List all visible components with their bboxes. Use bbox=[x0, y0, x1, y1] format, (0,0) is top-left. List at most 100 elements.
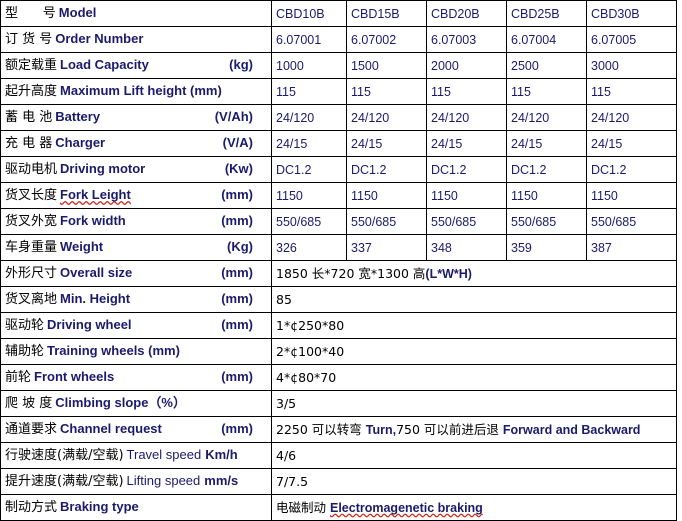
spec-label-unit: (V/Ah) bbox=[214, 109, 253, 124]
spec-value-text: 24/15 bbox=[591, 136, 623, 151]
spec-value-text: 24/15 bbox=[351, 136, 383, 151]
spec-value-text: 326 bbox=[276, 240, 297, 255]
spec-label-cell: 前轮 Front wheels (mm) bbox=[0, 364, 272, 391]
spec-label-en: Driving wheel bbox=[47, 317, 132, 332]
spec-label-cell: 额定载重 Load Capacity (kg) bbox=[0, 52, 272, 79]
table-row: 驱动电机 Driving motor (Kw) DC1.2 DC1.2 DC1.2 DC1.… bbox=[0, 156, 677, 183]
table-row: 前轮 Front wheels (mm) 4*¢80*70 bbox=[0, 364, 677, 391]
table-row: 充 电 器 Charger (V/A) 24/15 24/15 24/15 24/15 24/… bbox=[0, 130, 677, 157]
spec-value-cell: CBD10B bbox=[271, 0, 347, 27]
spec-value-text: 550/685 bbox=[276, 214, 322, 229]
spec-label-en: Front wheels bbox=[34, 369, 115, 384]
spec-value-text: Turn, bbox=[365, 422, 397, 437]
spec-value-cell: CBD20B bbox=[426, 0, 507, 27]
spec-label-cn: 订 货 号 bbox=[5, 32, 53, 47]
spec-value-text: 电磁制动 bbox=[276, 499, 330, 515]
spec-label-en: Overall size bbox=[60, 265, 133, 280]
spec-label-cell: 充 电 器 Charger (V/A) bbox=[0, 130, 272, 157]
spec-value-cell: 115 bbox=[346, 78, 427, 105]
spec-value-text: 115 bbox=[591, 84, 611, 99]
spec-label-en: Weight bbox=[60, 239, 104, 254]
spec-label-en: Battery bbox=[55, 109, 101, 124]
spec-label-cn: 货叉离地 bbox=[5, 292, 58, 307]
spec-value-text: 550/685 bbox=[431, 214, 477, 229]
spec-value-text: 24/120 bbox=[431, 110, 470, 125]
spec-label-cn: 行驶速度(满载/空载) bbox=[5, 448, 124, 463]
spec-label-en: Charger bbox=[55, 135, 106, 150]
table-row: 型 号 Model CBD10B CBD15B CBD20B CBD25B CBD30B bbox=[0, 0, 677, 27]
spec-value-cell: 115 bbox=[426, 78, 507, 105]
spec-value-text: 3/5 bbox=[276, 395, 297, 411]
spec-value-cell-merged: 2250 可以转弯 Turn,750 可以前进后退 Forward and Ba… bbox=[271, 416, 677, 443]
spec-value-text: 348 bbox=[431, 240, 452, 255]
spec-value-text: 115 bbox=[276, 84, 296, 99]
spec-label-unit: (mm) bbox=[221, 421, 253, 436]
spec-label-en: Channel request bbox=[60, 421, 162, 436]
spec-value-text: 115 bbox=[511, 84, 531, 99]
spec-label-cn: 型 号 bbox=[5, 6, 56, 21]
spec-value-cell: 1150 bbox=[506, 182, 587, 209]
spec-value-text: 550/685 bbox=[591, 214, 637, 229]
spec-value-cell: 115 bbox=[586, 78, 677, 105]
spec-label-cell: 通道要求 Channel request (mm) bbox=[0, 416, 272, 443]
spec-value-cell: 348 bbox=[426, 234, 507, 261]
spec-value-cell: 1150 bbox=[426, 182, 507, 209]
spec-value-text: 6.07002 bbox=[351, 32, 397, 47]
spec-label-cell: 货叉离地 Min. Height (mm) bbox=[0, 286, 272, 313]
spec-label-en: Load Capacity bbox=[60, 57, 149, 72]
spec-value-text: 24/120 bbox=[511, 110, 550, 125]
spec-value-cell: 337 bbox=[346, 234, 427, 261]
spec-value-text: 24/120 bbox=[276, 110, 315, 125]
spec-value-cell: 359 bbox=[506, 234, 587, 261]
spec-label-cell: 爬 坡 度 Climbing slope（%） bbox=[0, 390, 272, 417]
spec-label-cn: 货叉长度 bbox=[5, 188, 58, 203]
spec-value-cell: 24/120 bbox=[506, 104, 587, 131]
spec-value-text: CBD15B bbox=[351, 6, 400, 21]
spec-value-cell: 550/685 bbox=[271, 208, 347, 235]
spec-value-cell: 24/120 bbox=[271, 104, 347, 131]
spec-value-text: (L*W*H) bbox=[425, 266, 472, 281]
table-row: 货叉离地 Min. Height (mm) 85 bbox=[0, 286, 677, 313]
spec-value-cell: 6.07003 bbox=[426, 26, 507, 53]
spec-value-text: 2500 bbox=[511, 58, 539, 73]
spec-value-cell: 24/15 bbox=[426, 130, 507, 157]
spec-label-cn: 辅助轮 bbox=[5, 344, 45, 359]
spec-value-text: 85 bbox=[276, 291, 292, 307]
spec-value-cell: 550/685 bbox=[346, 208, 427, 235]
spec-value-cell: 24/120 bbox=[346, 104, 427, 131]
spec-value-cell: DC1.2 bbox=[506, 156, 587, 183]
spec-value-text: 1*¢250*80 bbox=[276, 317, 345, 333]
spec-label-unit: (Kg) bbox=[227, 239, 253, 254]
spec-label-cell: 型 号 Model bbox=[0, 0, 272, 27]
spec-value-text: 359 bbox=[511, 240, 532, 255]
spec-value-cell: 6.07004 bbox=[506, 26, 587, 53]
spec-value-cell-merged: 电磁制动 Electromagenetic braking bbox=[271, 494, 677, 521]
spec-value-text: DC1.2 bbox=[276, 162, 312, 177]
spec-label-en: Fork width bbox=[60, 213, 126, 228]
spec-label-cn: 制动方式 bbox=[5, 500, 58, 515]
spec-value-cell: 24/15 bbox=[586, 130, 677, 157]
spec-label-cell: 驱动轮 Driving wheel (mm) bbox=[0, 312, 272, 339]
spec-value-cell-merged: 4/6 bbox=[271, 442, 677, 469]
spec-label-cell: 车身重量 Weight (Kg) bbox=[0, 234, 272, 261]
spec-value-cell: DC1.2 bbox=[271, 156, 347, 183]
spec-label-en: Driving motor bbox=[60, 161, 146, 176]
spec-value-cell: 6.07002 bbox=[346, 26, 427, 53]
spec-label-unit: (mm) bbox=[221, 265, 253, 280]
spec-value-text: 1150 bbox=[431, 188, 458, 203]
spec-label-cn: 额定载重 bbox=[5, 58, 58, 73]
spec-label-cell: 提升速度(满载/空载) Lifting speed mm/s bbox=[0, 468, 272, 495]
spec-value-cell: 1150 bbox=[346, 182, 427, 209]
spec-value-text: 7/7.5 bbox=[276, 473, 309, 489]
spec-value-cell: 1150 bbox=[586, 182, 677, 209]
spec-label-en: Fork Leight bbox=[60, 187, 131, 202]
spec-value-cell-merged: 85 bbox=[271, 286, 677, 313]
spec-value-text: 24/15 bbox=[431, 136, 463, 151]
spec-value-cell: DC1.2 bbox=[426, 156, 507, 183]
spec-value-cell-merged: 1*¢250*80 bbox=[271, 312, 677, 339]
spec-label-cell: 辅助轮 Training wheels (mm) bbox=[0, 338, 272, 365]
spec-value-text: DC1.2 bbox=[351, 162, 387, 177]
spec-label-cn: 起升高度 bbox=[5, 84, 58, 99]
spec-value-text: 2250 可以转弯 bbox=[276, 421, 366, 437]
